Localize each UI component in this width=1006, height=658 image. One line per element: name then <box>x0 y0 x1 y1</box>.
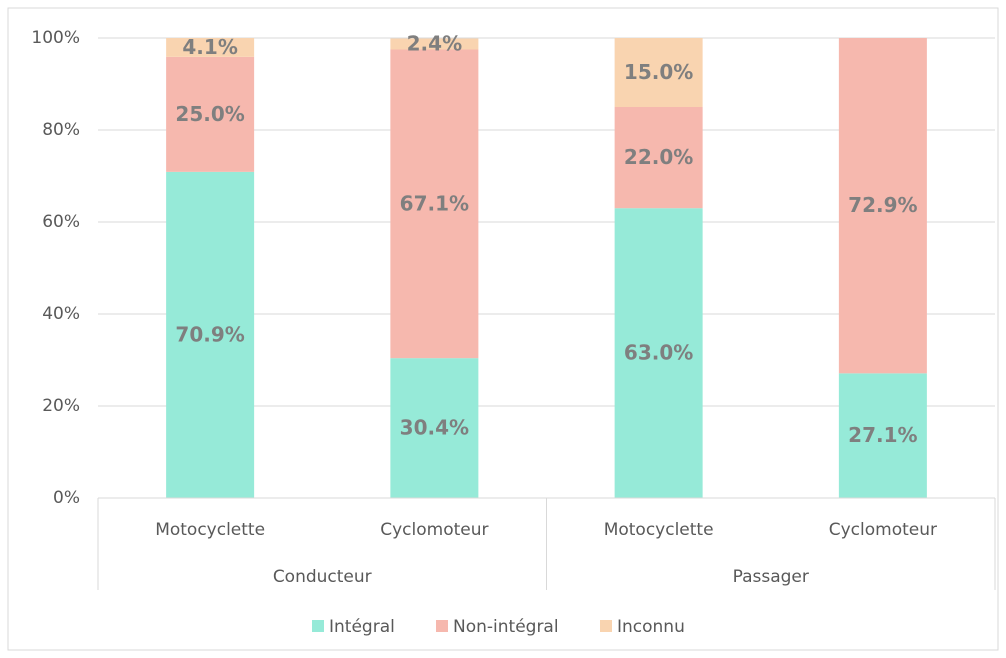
legend-label: Non-intégral <box>453 617 559 637</box>
y-tick-label: 100% <box>31 28 80 48</box>
chart-frame <box>7 7 999 651</box>
y-tick-label: 20% <box>42 396 80 416</box>
bar-segment <box>166 56 255 172</box>
data-label: 63.0% <box>624 341 693 365</box>
y-tick-label: 80% <box>42 120 80 140</box>
bar-segment <box>390 358 479 498</box>
x-tick-label: Cyclomoteur <box>829 520 937 540</box>
x-tick-label: Motocyclette <box>155 520 265 540</box>
data-label: 27.1% <box>848 423 917 447</box>
bar-segment <box>390 38 479 50</box>
legend-label: Intégral <box>329 617 395 637</box>
bar-segment <box>838 373 927 498</box>
legend-swatch <box>600 620 612 632</box>
legend-swatch <box>312 620 324 632</box>
data-label: 70.9% <box>175 322 244 346</box>
bar-segment <box>166 38 255 57</box>
data-label: 25.0% <box>175 102 244 126</box>
y-tick-label: 40% <box>42 304 80 324</box>
x-tick-label: Cyclomoteur <box>380 520 488 540</box>
bar-segment <box>614 38 703 107</box>
bar-segment <box>390 49 479 359</box>
data-label: 67.1% <box>400 191 469 215</box>
x-tick-label: Motocyclette <box>604 520 714 540</box>
y-tick-label: 0% <box>53 488 80 508</box>
data-label: 4.1% <box>182 35 237 59</box>
y-tick-label: 60% <box>42 212 80 232</box>
bar-segment <box>166 171 255 499</box>
data-label: 22.0% <box>624 145 693 169</box>
group-label: Passager <box>733 567 809 587</box>
data-label: 2.4% <box>407 31 462 55</box>
data-label: 15.0% <box>624 60 693 84</box>
data-label: 30.4% <box>400 416 469 440</box>
bar-segment <box>614 107 703 209</box>
legend-label: Inconnu <box>617 617 685 637</box>
bar-segment <box>838 38 927 374</box>
data-label: 72.9% <box>848 193 917 217</box>
bar-segment <box>614 208 703 498</box>
group-label: Conducteur <box>273 567 372 587</box>
legend-swatch <box>436 620 448 632</box>
